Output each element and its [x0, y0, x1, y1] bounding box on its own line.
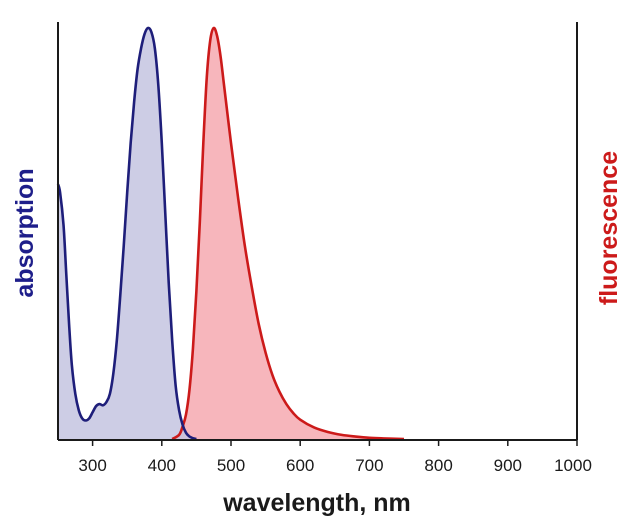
absorption-series-fill: [58, 27, 197, 440]
x-axis-tick-labels: 300 400 500 600 700 800 900 1000: [78, 456, 592, 475]
x-tick-label-1000: 1000: [554, 456, 592, 475]
x-tick-label-700: 700: [355, 456, 383, 475]
fluorescence-series-fill: [172, 27, 404, 440]
x-tick-label-800: 800: [424, 456, 452, 475]
series-fills: [58, 27, 404, 440]
x-tick-label-600: 600: [286, 456, 314, 475]
fluorescence-series-line: [171, 26, 405, 441]
x-axis-ticks: [91, 440, 578, 446]
x-tick-label-300: 300: [78, 456, 106, 475]
x-tick-label-900: 900: [494, 456, 522, 475]
x-tick-label-500: 500: [217, 456, 245, 475]
left-axis-title: absorption: [11, 168, 39, 297]
absorption-series-line: [56, 26, 197, 441]
series-lines: [56, 26, 405, 441]
x-axis-title: wavelength, nm: [222, 489, 411, 517]
right-axis-title: fluorescence: [595, 151, 623, 305]
x-tick-label-400: 400: [148, 456, 176, 475]
